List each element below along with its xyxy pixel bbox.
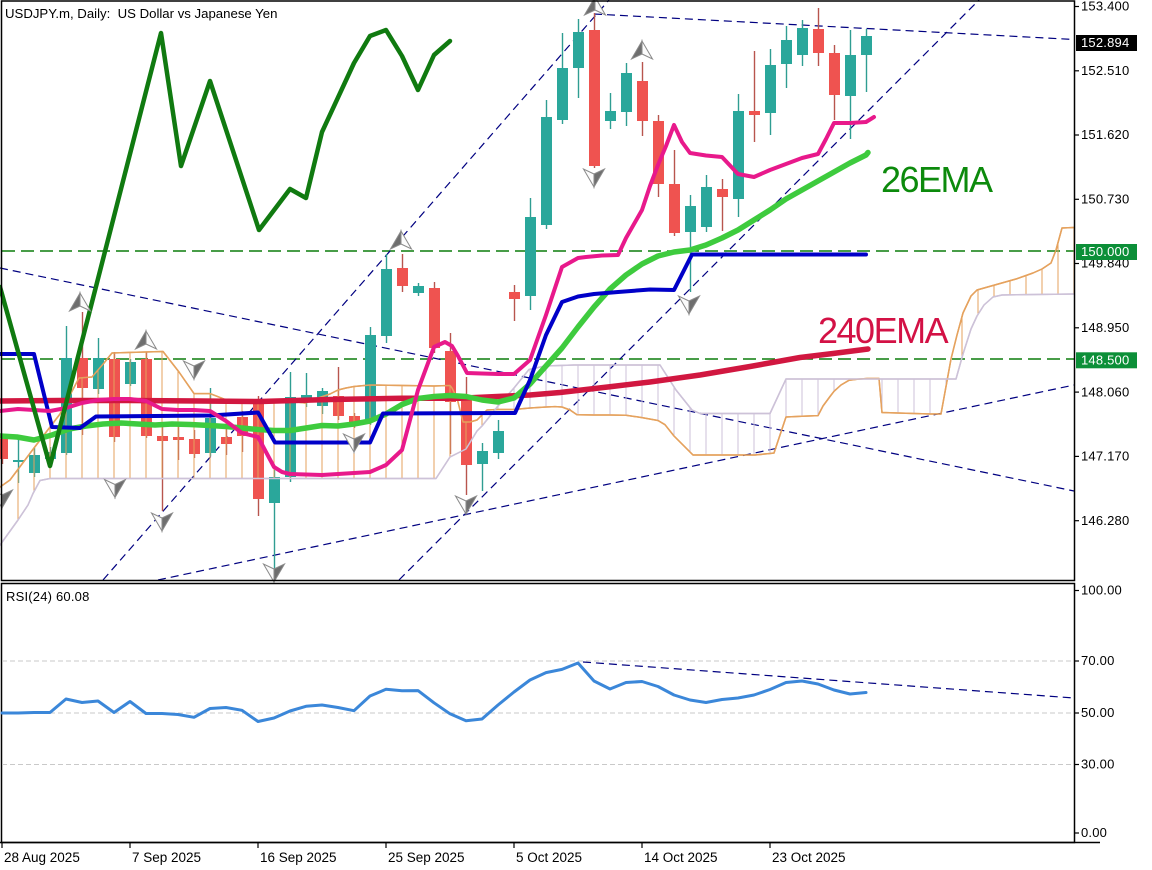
svg-text:148.950: 148.950 xyxy=(1081,320,1129,335)
svg-text:146.280: 146.280 xyxy=(1081,513,1129,528)
svg-text:7 Sep 2025: 7 Sep 2025 xyxy=(132,850,201,865)
svg-text:RSI(24) 60.08: RSI(24) 60.08 xyxy=(6,589,90,604)
svg-text:148.500: 148.500 xyxy=(1081,353,1129,368)
svg-text:50.00: 50.00 xyxy=(1081,705,1115,720)
svg-text:23 Oct 2025: 23 Oct 2025 xyxy=(772,850,846,865)
svg-text:70.00: 70.00 xyxy=(1081,653,1115,668)
svg-text:16 Sep 2025: 16 Sep 2025 xyxy=(260,850,337,865)
svg-text:150.000: 150.000 xyxy=(1081,244,1129,259)
svg-text:28 Aug 2025: 28 Aug 2025 xyxy=(4,850,80,865)
svg-text:240EMA: 240EMA xyxy=(818,310,949,351)
svg-text:14 Oct 2025: 14 Oct 2025 xyxy=(644,850,718,865)
svg-text:25 Sep 2025: 25 Sep 2025 xyxy=(388,850,465,865)
svg-text:151.620: 151.620 xyxy=(1081,127,1129,142)
svg-text:148.060: 148.060 xyxy=(1081,384,1129,399)
svg-text:5 Oct 2025: 5 Oct 2025 xyxy=(516,850,582,865)
svg-text:30.00: 30.00 xyxy=(1081,757,1115,772)
svg-text:153.400: 153.400 xyxy=(1081,0,1129,14)
svg-text:152.894: 152.894 xyxy=(1081,35,1129,50)
svg-text:100.00: 100.00 xyxy=(1081,583,1122,598)
svg-text:150.730: 150.730 xyxy=(1081,192,1129,207)
svg-text:26EMA: 26EMA xyxy=(881,159,993,200)
svg-text:147.170: 147.170 xyxy=(1081,449,1129,464)
svg-text:USDJPY.m, Daily: US Dollar vs: USDJPY.m, Daily: US Dollar vs Japanese Y… xyxy=(5,6,277,21)
svg-text:0.00: 0.00 xyxy=(1081,825,1107,840)
svg-text:152.510: 152.510 xyxy=(1081,63,1129,78)
